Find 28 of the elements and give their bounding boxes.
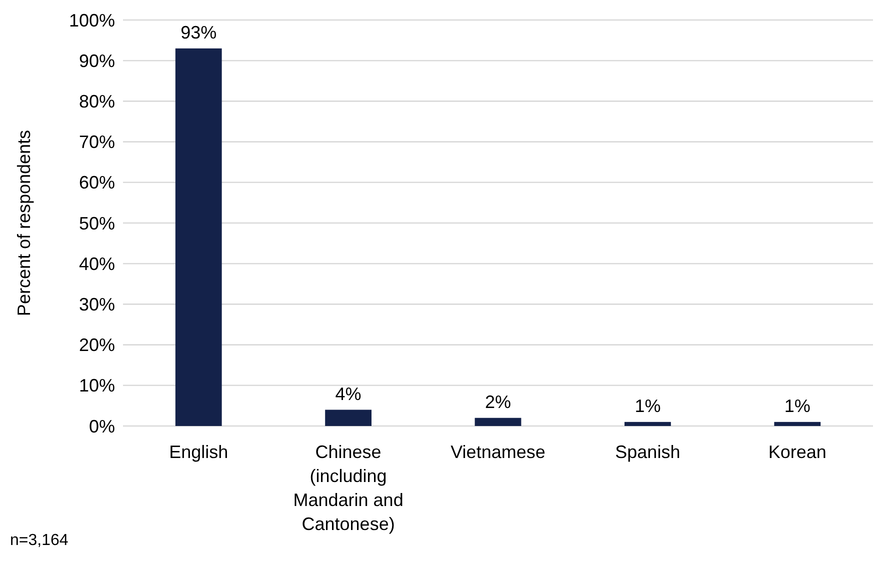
data-label: 2%	[484, 392, 512, 412]
y-tick-label: 20%	[78, 335, 115, 356]
x-tick-label: Spanish	[615, 442, 680, 462]
y-tick-label: 0%	[88, 416, 115, 436]
x-tick-label: Vietnamese	[450, 442, 546, 462]
data-label: 93%	[180, 22, 217, 42]
y-tick-label: 90%	[78, 50, 115, 71]
bar	[624, 422, 671, 426]
text: n=3,164	[10, 532, 68, 549]
bar	[474, 418, 522, 426]
y-tick-label: 100%	[68, 10, 115, 30]
data-label: 1%	[634, 396, 661, 416]
y-tick-label: 80%	[78, 92, 115, 112]
bar	[774, 422, 821, 426]
x-tick-label: Chinese (including Mandarin and Cantonese)	[293, 442, 404, 534]
data-label: 1%	[784, 396, 810, 416]
y-tick-label: 10%	[78, 376, 115, 396]
data-label: 4%	[335, 384, 362, 404]
bar	[325, 410, 372, 426]
y-tick-label: 40%	[78, 254, 115, 274]
x-tick-label: Korean	[768, 442, 826, 462]
x-tick-label: English	[169, 442, 228, 462]
y-tick-label: 70%	[78, 132, 115, 152]
y-axis-title: Percent of respondents	[14, 130, 34, 316]
y-tick-label: 50%	[78, 213, 115, 234]
y-tick-label: 60%	[78, 172, 115, 193]
y-tick-label: 30%	[78, 294, 115, 314]
bar	[175, 48, 222, 426]
